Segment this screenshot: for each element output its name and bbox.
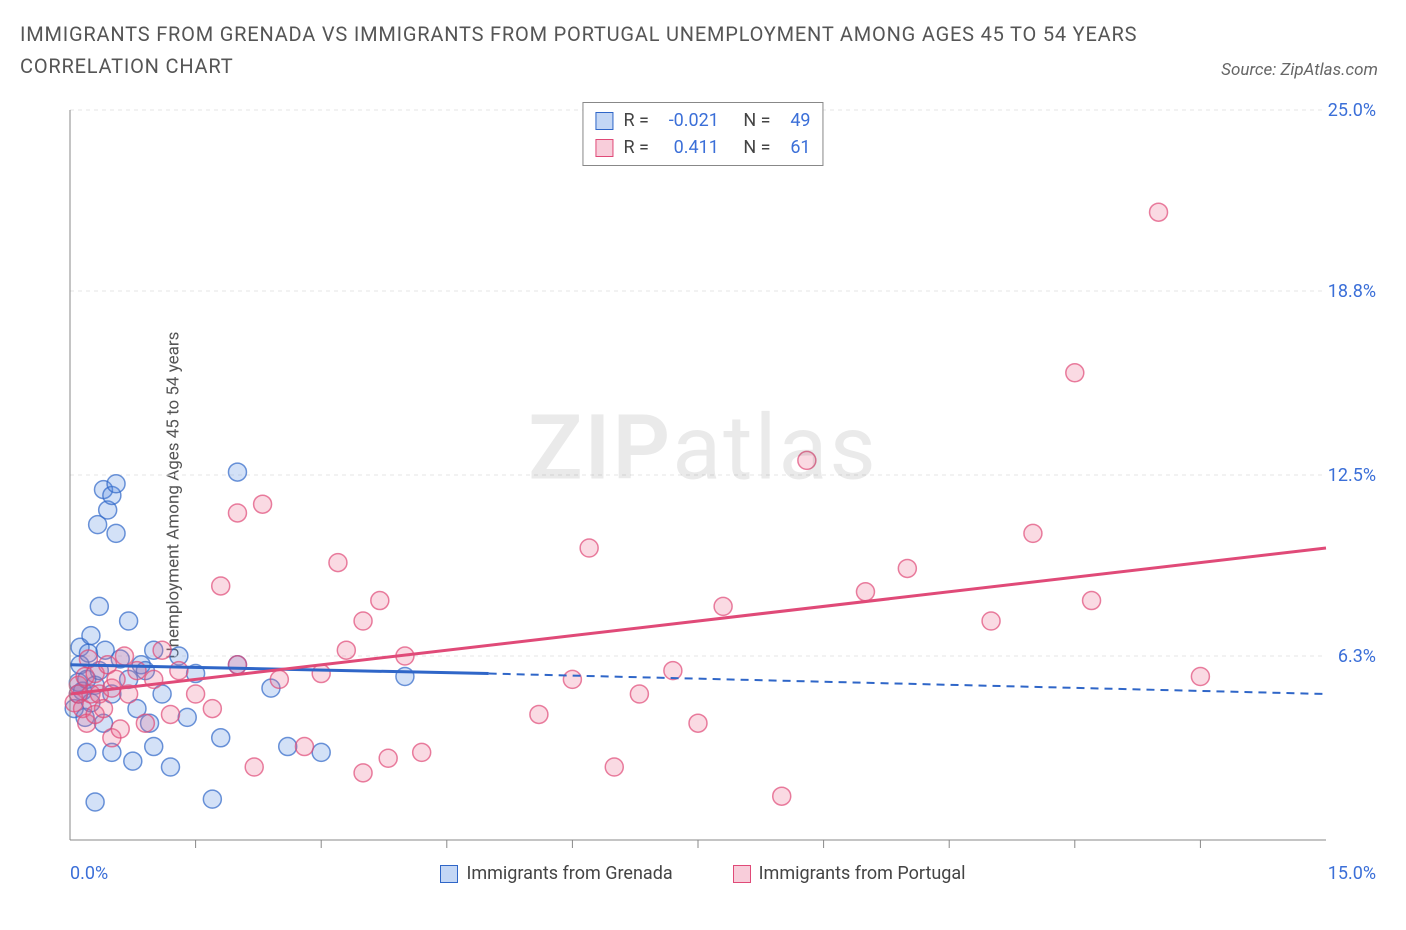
bottom-legend: Immigrants from Grenada Immigrants from … xyxy=(20,863,1386,884)
r-value: -0.021 xyxy=(659,107,719,134)
legend-item-portugal: Immigrants from Portugal xyxy=(733,863,966,884)
r-label: R = xyxy=(623,134,648,161)
source-attribution: Source: ZipAtlas.com xyxy=(1221,60,1378,80)
svg-text:6.3%: 6.3% xyxy=(1338,646,1376,667)
legend-swatch-icon xyxy=(595,112,613,130)
legend-swatch-icon xyxy=(595,139,613,157)
stats-row-portugal: R = 0.411 N = 61 xyxy=(595,134,810,161)
n-label: N = xyxy=(743,134,770,161)
n-value: 61 xyxy=(781,134,811,161)
legend-swatch-icon xyxy=(440,865,458,883)
scatter-plot: 6.3% 12.5% 18.8% 25.0% xyxy=(60,100,1386,890)
n-label: N = xyxy=(743,107,770,134)
legend-label: Immigrants from Portugal xyxy=(759,863,966,884)
legend-item-grenada: Immigrants from Grenada xyxy=(440,863,672,884)
r-value: 0.411 xyxy=(659,134,719,161)
stats-row-grenada: R = -0.021 N = 49 xyxy=(595,107,810,134)
chart-container: Unemployment Among Ages 45 to 54 years 6… xyxy=(20,100,1386,890)
svg-text:12.5%: 12.5% xyxy=(1328,465,1376,486)
stats-legend: R = -0.021 N = 49 R = 0.411 N = 61 xyxy=(582,102,823,166)
page-title: IMMIGRANTS FROM GRENADA VS IMMIGRANTS FR… xyxy=(20,18,1170,82)
legend-swatch-icon xyxy=(733,865,751,883)
svg-text:18.8%: 18.8% xyxy=(1328,281,1376,302)
legend-label: Immigrants from Grenada xyxy=(466,863,672,884)
r-label: R = xyxy=(623,107,648,134)
n-value: 49 xyxy=(781,107,811,134)
svg-text:25.0%: 25.0% xyxy=(1328,100,1376,121)
